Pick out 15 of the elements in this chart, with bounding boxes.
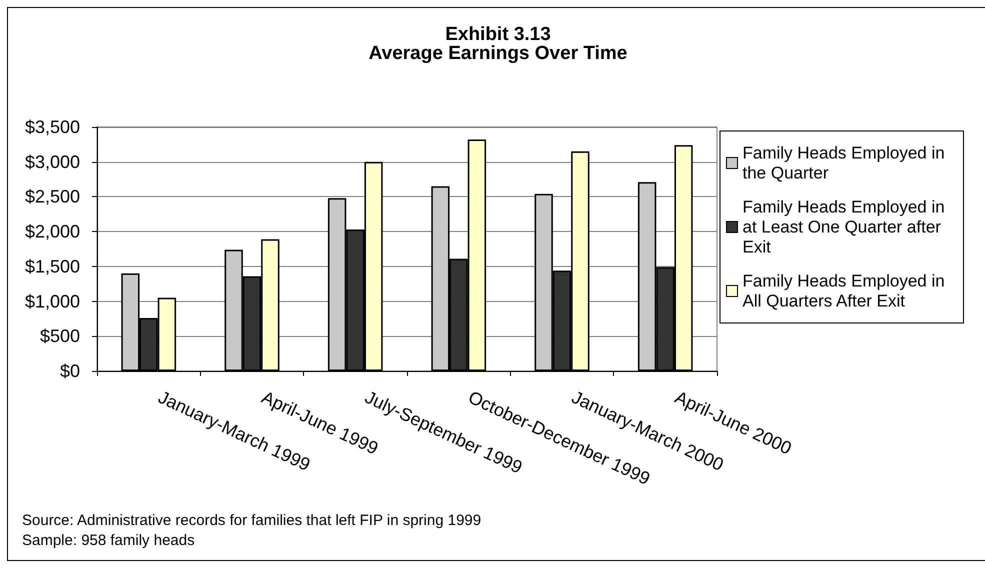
legend-label: Family Heads Employed in All Quarters After Exit	[742, 272, 950, 310]
text: Sample: 958 family heads	[22, 532, 195, 549]
source-note: Source: Administrative records for families that left FIP in spring 1999	[22, 512, 482, 529]
legend-label: Family Heads Employed in the Quarter	[742, 144, 950, 182]
y-tick-label: $1,500	[24, 256, 80, 276]
y-tick-label: $0	[60, 361, 80, 381]
y-tick-label: $2,000	[24, 222, 80, 242]
y-tick-label: $3,000	[24, 152, 80, 172]
y-tick-label: $2,500	[24, 186, 80, 207]
y-tick-label: $1,000	[24, 291, 80, 312]
y-tick-label: $500	[40, 326, 80, 346]
y-tick-label: $3,500	[24, 117, 80, 137]
chart-subtitle: Average Earnings Over Time	[368, 43, 628, 64]
chart-title: Exhibit 3.13	[445, 24, 551, 45]
legend-label: Family Heads Employed in at Least One Quarter after Exit	[742, 198, 950, 256]
